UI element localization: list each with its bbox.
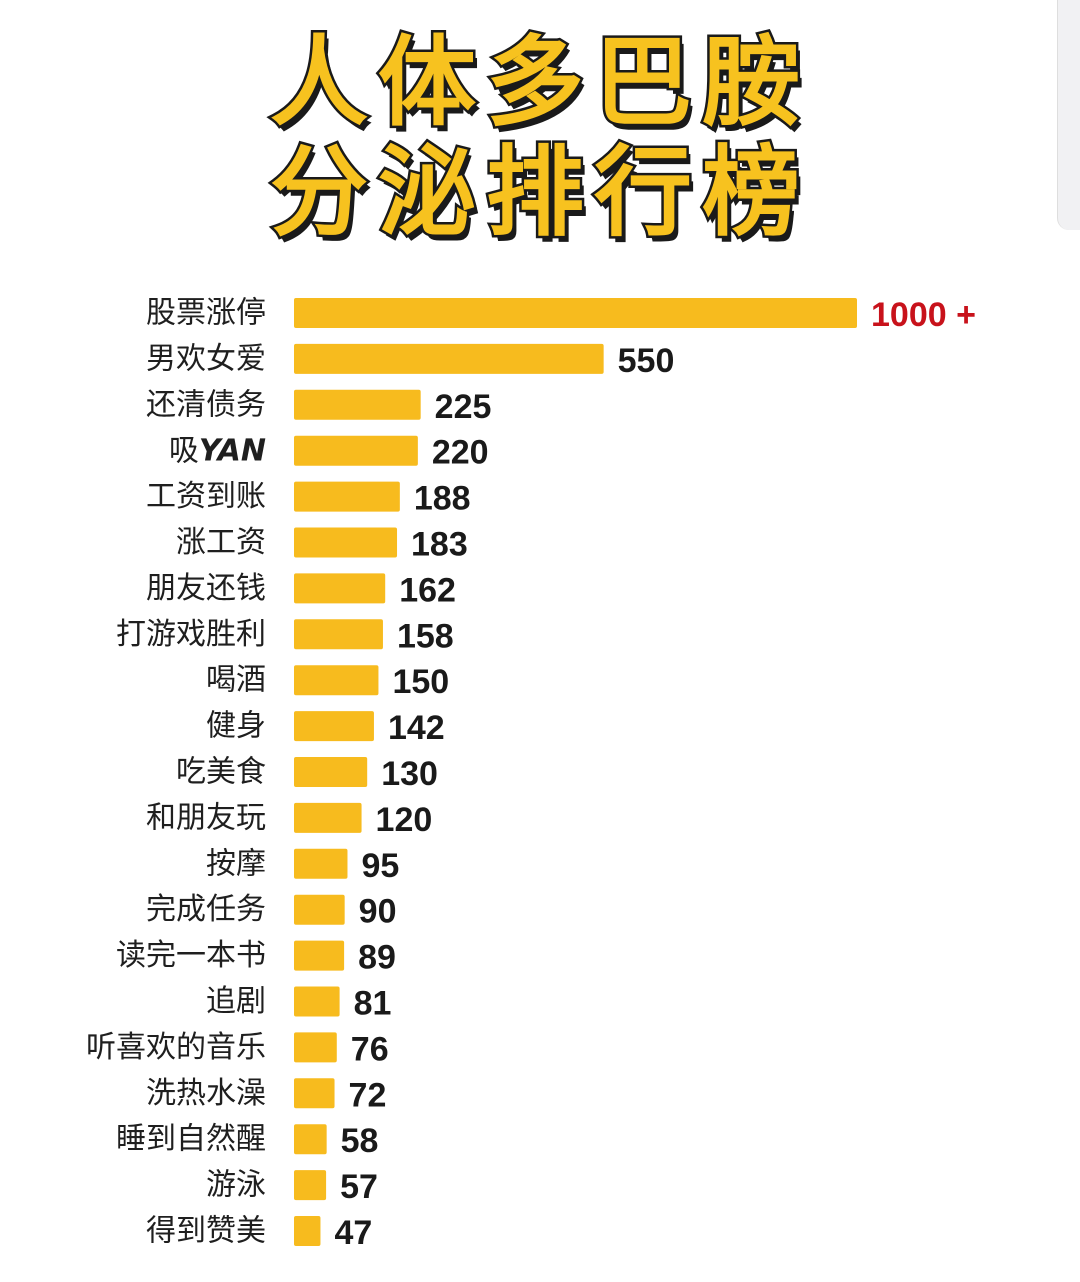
category-label: 股票涨停: [146, 296, 266, 331]
value-label: 47: [334, 1214, 372, 1252]
category-label: 男欢女爱: [146, 341, 266, 376]
category-label: 得到赞美: [146, 1214, 266, 1249]
category-label: 听喜欢的音乐: [86, 1030, 266, 1065]
category-label: 追剧: [206, 984, 266, 1019]
value-label: 120: [376, 801, 433, 839]
bar: [294, 1078, 335, 1109]
window-edge-decoration: [1057, 0, 1080, 230]
category-label: 朋友还钱: [146, 571, 266, 606]
value-label: 89: [358, 939, 396, 977]
bar: [294, 894, 345, 925]
bar: [294, 986, 340, 1017]
value-label: 90: [359, 893, 397, 931]
category-label: 游泳: [206, 1168, 266, 1203]
bar: [294, 665, 379, 696]
bar: [294, 711, 374, 742]
category-label: 吸YAN: [169, 433, 266, 468]
value-label: 142: [388, 709, 445, 747]
bar: [294, 757, 368, 787]
category-label: 读完一本书: [116, 938, 266, 973]
value-label: 95: [361, 847, 399, 885]
value-label: 76: [351, 1030, 389, 1068]
category-label: 还清债务: [146, 387, 266, 422]
category-label: 吃美食: [176, 755, 266, 790]
bar: [294, 1124, 327, 1155]
category-label: 和朋友玩: [146, 800, 266, 835]
value-label: 220: [432, 434, 489, 472]
category-label: 打游戏胜利: [116, 617, 266, 652]
bar: [294, 527, 398, 558]
value-label: 72: [349, 1076, 387, 1114]
value-label: 162: [399, 571, 456, 609]
chart-title-line-1: 人体多巴胺: [267, 26, 810, 141]
value-label: 130: [381, 755, 438, 793]
bar: [294, 298, 857, 328]
category-label: 洗热水澡: [146, 1076, 266, 1111]
category-label: 完成任务: [146, 892, 266, 927]
bar: [294, 848, 348, 879]
bar: [294, 940, 345, 971]
category-label: 健身: [206, 709, 266, 744]
value-label: 58: [341, 1122, 379, 1160]
value-label: 550: [618, 342, 675, 380]
bar: [294, 802, 362, 833]
category-label: 睡到自然醒: [116, 1122, 266, 1157]
bar: [294, 1170, 327, 1201]
value-label: 57: [340, 1168, 378, 1206]
value-label: 225: [435, 388, 492, 426]
category-label: 喝酒: [206, 663, 266, 698]
bar: [294, 1032, 337, 1063]
bar: [294, 435, 418, 466]
bar: [294, 619, 383, 650]
value-label: 150: [392, 663, 449, 701]
bar: [294, 481, 400, 512]
category-label: 涨工资: [176, 525, 266, 560]
value-label: 158: [397, 617, 454, 655]
bar: [294, 389, 421, 420]
value-label: 183: [411, 526, 468, 564]
category-label: 工资到账: [146, 479, 266, 514]
bar: [294, 573, 386, 604]
bar: [294, 343, 604, 374]
value-label: 1000 +: [871, 296, 976, 334]
category-label: 按摩: [206, 846, 266, 881]
bar: [294, 1216, 321, 1246]
value-label: 81: [354, 985, 392, 1023]
value-label: 188: [414, 480, 471, 518]
chart-title-line-2: 分泌排行榜: [267, 136, 810, 251]
